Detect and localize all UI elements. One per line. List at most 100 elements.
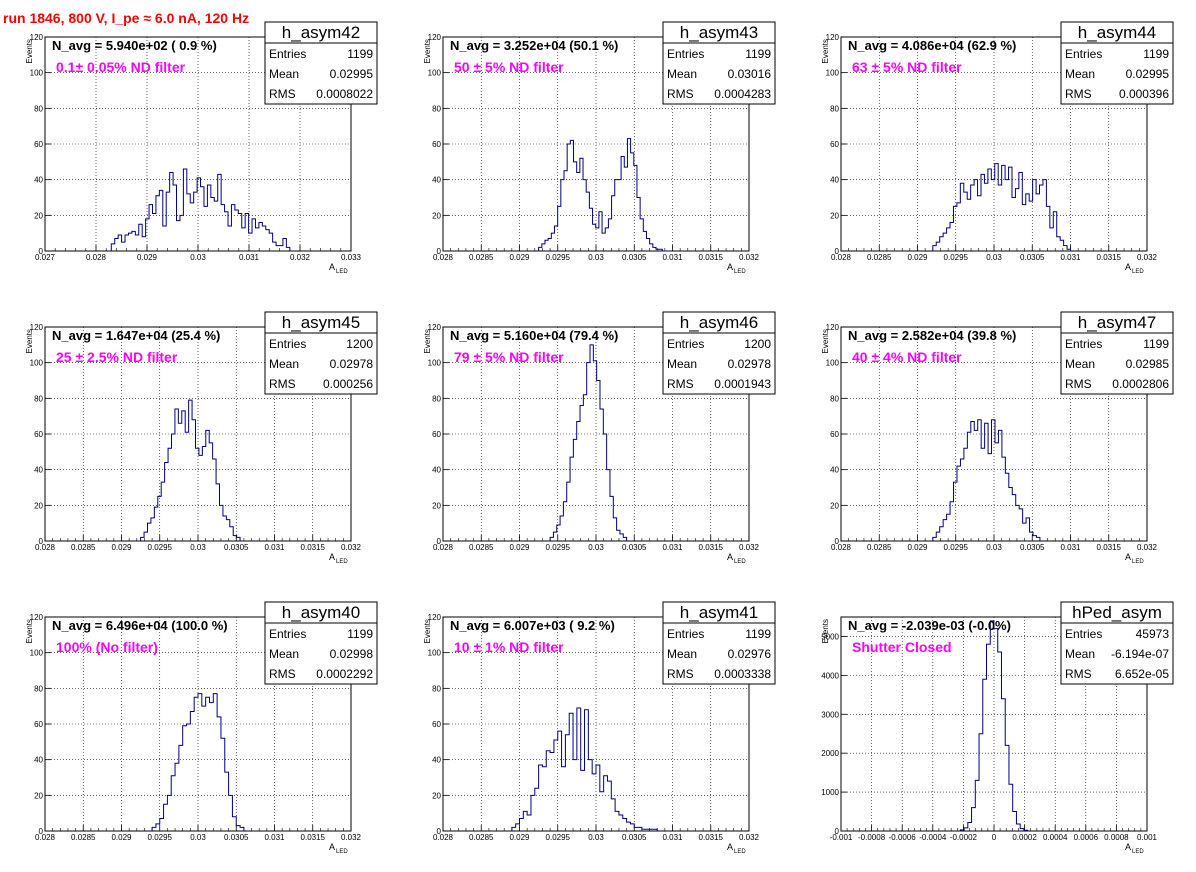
y-tick-label: 120 <box>30 323 44 332</box>
y-tick-label: 80 <box>34 394 43 403</box>
stats-key: RMS <box>269 377 296 391</box>
x-tick-label: 0.029 <box>111 543 132 552</box>
x-tick-label: 0.0295 <box>546 543 571 552</box>
y-tick-label: 60 <box>830 140 839 149</box>
x-tick-label: 0.001 <box>1137 833 1158 842</box>
y-tick-label: 120 <box>30 613 44 622</box>
x-tick-label: 0.031 <box>264 543 285 552</box>
x-tick-label: 0.03 <box>190 833 206 842</box>
y-tick-label: 40 <box>432 176 441 185</box>
x-tick-label: 0.029 <box>509 543 530 552</box>
x-tick-label: 0.0004 <box>1043 833 1068 842</box>
y-tick-label: 0 <box>437 247 442 256</box>
y-tick-label: 20 <box>432 791 441 800</box>
histogram-title: hPed_asym <box>1072 603 1162 622</box>
x-tick-label: 0.0285 <box>867 543 892 552</box>
stats-value: 0.0004283 <box>714 87 771 101</box>
x-tick-label: 0.031 <box>1060 253 1081 262</box>
stats-value: 0.0002806 <box>1112 377 1169 391</box>
x-axis-label-sub: LED <box>734 849 746 855</box>
x-tick-label: 0.032 <box>290 253 311 262</box>
y-tick-label: 120 <box>428 33 442 42</box>
y-tick-label: 40 <box>34 176 43 185</box>
y-tick-label: 80 <box>830 394 839 403</box>
y-tick-label: 2000 <box>821 749 839 758</box>
histogram-line <box>549 344 628 541</box>
x-tick-label: 0.028 <box>433 253 454 262</box>
x-tick-label: 0.029 <box>509 253 530 262</box>
x-axis-label: A <box>727 552 733 562</box>
y-axis-label: Events <box>25 329 34 353</box>
x-tick-label: 0.031 <box>1060 543 1081 552</box>
x-tick-label: 0.0315 <box>301 833 326 842</box>
x-tick-label: 0.0295 <box>546 253 571 262</box>
x-tick-label: -0.0006 <box>889 833 917 842</box>
histogram-line <box>511 707 658 831</box>
y-tick-label: 80 <box>830 104 839 113</box>
histogram-title: h_asym44 <box>1078 23 1156 42</box>
histogram-title: h_asym46 <box>680 313 758 332</box>
stats-key: Mean <box>667 647 697 661</box>
histogram-line <box>932 163 1071 251</box>
x-tick-label: 0.032 <box>1137 543 1158 552</box>
x-tick-label: 0 <box>992 833 997 842</box>
navg-label: N_avg = 6.496e+04 (100.0 %) <box>52 618 228 633</box>
x-axis-label: A <box>329 552 335 562</box>
filter-label: 79 ± 5% ND filter <box>454 349 564 365</box>
x-tick-label: -0.0002 <box>950 833 978 842</box>
navg-label: N_avg = -2.039e-03 (-0.0%) <box>848 618 1011 633</box>
stats-value: 0.02995 <box>330 67 374 81</box>
y-axis-label: Events <box>821 619 830 643</box>
panel-h_asym45: 0.028 0.0285 0.029 0.0295 0.03 0.0305 0.031 0.0… <box>25 311 378 565</box>
x-tick-label: 0.03 <box>986 543 1002 552</box>
stats-value: 1199 <box>1143 337 1169 351</box>
stats-value: 0.0008022 <box>316 87 373 101</box>
stats-value: 0.02978 <box>728 357 772 371</box>
x-tick-label: 0.027 <box>35 253 56 262</box>
x-tick-label: 0.0315 <box>1097 253 1122 262</box>
y-tick-label: 100 <box>428 649 442 658</box>
y-tick-label: 0 <box>39 827 44 836</box>
stats-box <box>662 21 776 105</box>
x-tick-label: 0.0295 <box>148 543 173 552</box>
stats-box <box>264 21 378 105</box>
stats-key: Mean <box>667 357 697 371</box>
x-tick-label: 0.0285 <box>469 253 494 262</box>
histogram-title: h_asym47 <box>1078 313 1156 332</box>
stats-value: 1199 <box>745 47 771 61</box>
y-tick-label: 100 <box>30 359 44 368</box>
y-tick-label: 60 <box>34 720 43 729</box>
stats-box <box>1060 21 1174 105</box>
y-tick-label: 20 <box>34 791 43 800</box>
stats-key: Entries <box>667 337 704 351</box>
x-tick-label: -0.001 <box>830 833 853 842</box>
y-axis-label: Events <box>25 619 34 643</box>
x-tick-label: 0.03 <box>190 543 206 552</box>
x-tick-label: 0.028 <box>433 833 454 842</box>
x-tick-label: 0.0295 <box>944 253 969 262</box>
navg-label: N_avg = 6.007e+03 ( 9.2 %) <box>450 618 615 633</box>
filter-label: 25 ± 2.5% ND filter <box>56 349 178 365</box>
y-tick-label: 20 <box>34 211 43 220</box>
y-tick-label: 40 <box>34 756 43 765</box>
histogram-line <box>932 419 1041 541</box>
stats-key: Entries <box>667 47 704 61</box>
x-tick-label: 0.0315 <box>1097 543 1122 552</box>
stats-value: 0.02998 <box>330 647 374 661</box>
stats-box <box>1060 601 1174 685</box>
navg-label: N_avg = 5.160e+04 (79.4 %) <box>450 328 618 343</box>
stats-value: 0.000396 <box>1119 87 1169 101</box>
y-tick-label: 40 <box>432 466 441 475</box>
y-tick-label: 40 <box>830 176 839 185</box>
x-tick-label: 0.0285 <box>469 543 494 552</box>
x-tick-label: 0.0295 <box>944 543 969 552</box>
y-tick-label: 120 <box>428 323 442 332</box>
filter-label: 100% (No filter) <box>56 639 158 655</box>
y-tick-label: 0 <box>835 247 840 256</box>
y-axis-label: Events <box>423 39 432 63</box>
stats-value: 0.03016 <box>728 67 772 81</box>
x-tick-label: 0.028 <box>35 543 56 552</box>
y-tick-label: 40 <box>830 466 839 475</box>
x-axis-label: A <box>329 842 335 852</box>
y-tick-label: 120 <box>826 323 840 332</box>
